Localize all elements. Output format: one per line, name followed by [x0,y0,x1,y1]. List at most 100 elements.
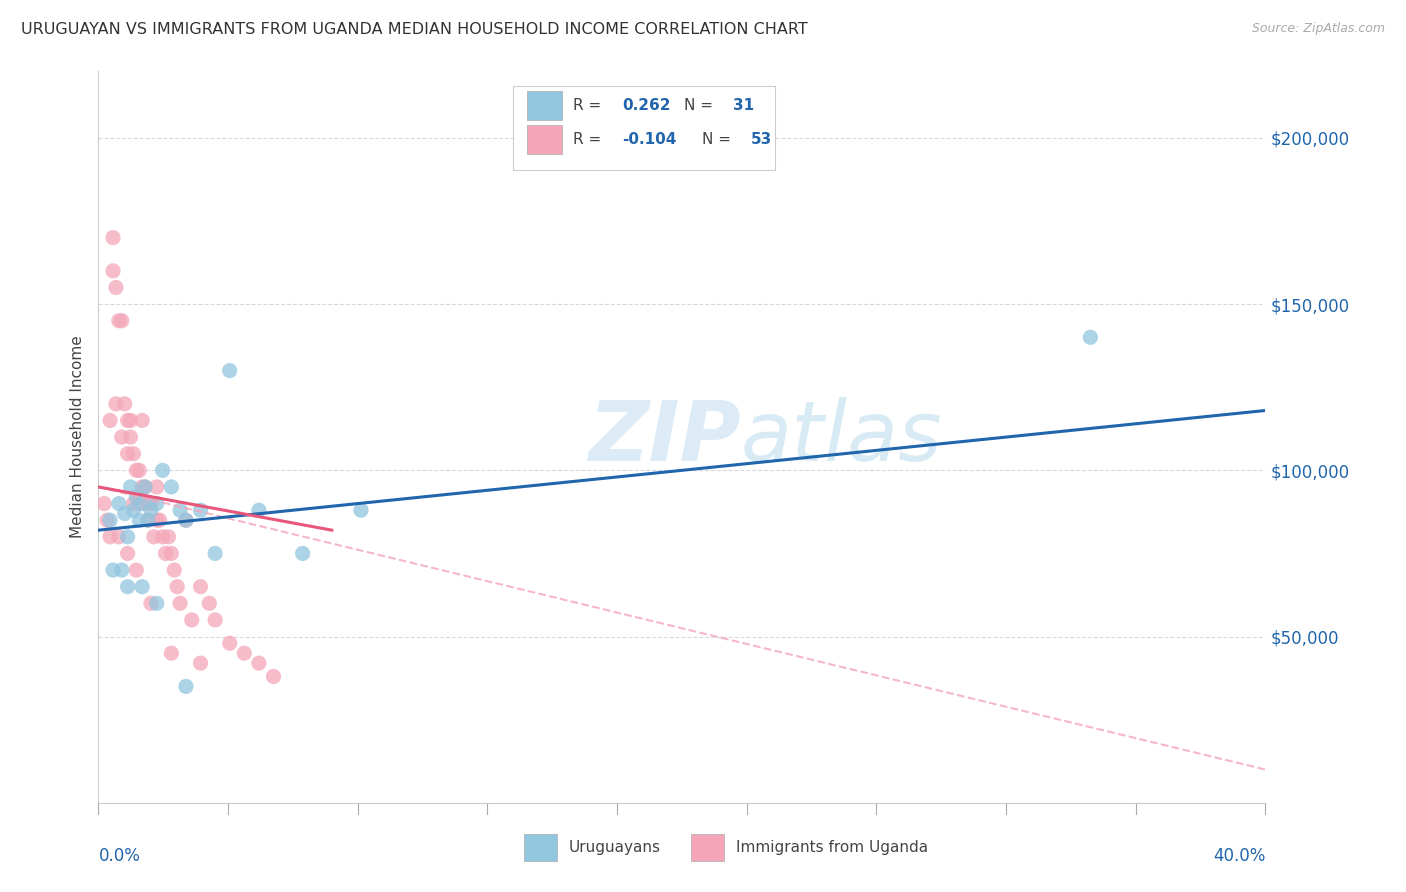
Point [152,463,174,477]
Point [136,497,159,511]
Point [174,680,197,694]
Point [125,563,148,577]
Point [98,413,121,427]
Point [218,363,240,377]
Point [247,503,270,517]
Point [190,580,212,594]
Y-axis label: Median Household Income: Median Household Income [69,335,84,539]
Text: Source: ZipAtlas.com: Source: ZipAtlas.com [1251,22,1385,36]
Bar [527,125,562,154]
Point [101,230,124,244]
Point [174,513,197,527]
Text: -0.104: -0.104 [623,132,676,147]
Point [131,580,153,594]
Point [136,513,159,527]
Text: 0.262: 0.262 [623,98,671,113]
Point [104,397,127,411]
Point [263,669,285,683]
Point [108,530,131,544]
Text: Immigrants from Uganda: Immigrants from Uganda [735,840,928,855]
Point [139,503,162,517]
Point [146,596,169,610]
Point [122,447,145,461]
Point [169,596,191,610]
Point [174,513,197,527]
Text: atlas: atlas [741,397,942,477]
Point [152,530,174,544]
Point [136,513,159,527]
Point [139,497,162,511]
Point [111,563,134,577]
Point [120,413,142,427]
Point [117,447,139,461]
Point [163,563,186,577]
Point [166,580,188,594]
Point [114,397,136,411]
Point [134,480,156,494]
Point [111,430,134,444]
Text: 40.0%: 40.0% [1213,847,1265,864]
Point [122,503,145,517]
Point [198,596,221,610]
Point [111,314,134,328]
Point [233,646,256,660]
Bar [527,91,562,120]
Point [155,546,177,560]
Point [93,497,115,511]
Point [157,530,180,544]
Point [160,546,183,560]
Point [120,480,142,494]
Point [122,497,145,511]
Point [117,546,139,560]
Text: N =: N = [702,132,735,147]
Point [128,513,150,527]
Point [169,503,191,517]
Point [117,580,139,594]
Point [146,513,169,527]
Bar [513,86,775,170]
Point [117,530,139,544]
Point [101,563,124,577]
Text: 0.0%: 0.0% [98,847,141,864]
Point [125,490,148,504]
Bar [692,833,724,862]
Point [96,513,118,527]
Point [128,497,150,511]
Text: 53: 53 [751,132,772,147]
Bar [524,833,557,862]
Point [146,480,169,494]
Point [204,546,226,560]
Point [180,613,202,627]
Point [128,463,150,477]
Point [98,530,121,544]
Text: R =: R = [574,98,606,113]
Point [139,596,162,610]
Text: N =: N = [685,98,718,113]
Point [146,497,169,511]
Point [134,480,156,494]
Point [190,656,212,670]
Point [131,413,153,427]
Point [117,413,139,427]
Point [101,264,124,278]
Point [291,546,314,560]
Text: URUGUAYAN VS IMMIGRANTS FROM UGANDA MEDIAN HOUSEHOLD INCOME CORRELATION CHART: URUGUAYAN VS IMMIGRANTS FROM UGANDA MEDI… [21,22,808,37]
Point [98,513,121,527]
Point [142,530,165,544]
Text: 31: 31 [734,98,755,113]
Point [149,513,172,527]
Point [204,613,226,627]
Point [104,280,127,294]
Point [131,497,153,511]
Point [247,656,270,670]
Point [160,480,183,494]
Point [120,430,142,444]
Point [131,480,153,494]
Text: R =: R = [574,132,606,147]
Text: Uruguayans: Uruguayans [568,840,661,855]
Point [125,463,148,477]
Text: ZIP: ZIP [589,397,741,477]
Point [218,636,240,650]
Point [1080,330,1102,344]
Point [190,503,212,517]
